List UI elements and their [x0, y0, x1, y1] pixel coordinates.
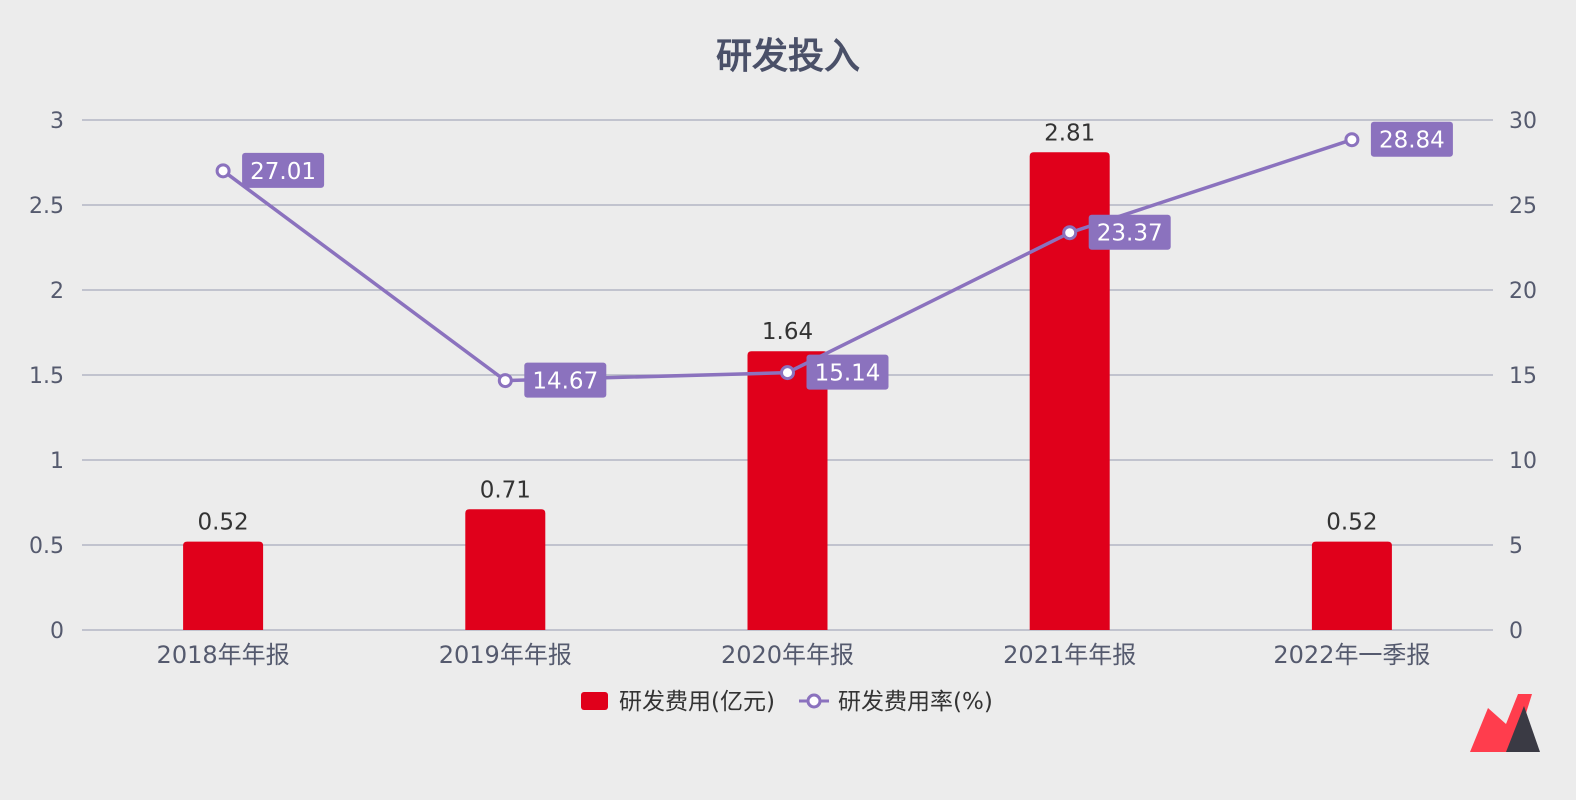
right-axis-ticks: 0 5 10 15 20 25 30 — [1509, 109, 1537, 644]
left-tick-label: 0 — [50, 619, 64, 644]
x-tick-label: 2018年年报 — [157, 641, 290, 669]
legend[interactable]: 研发费用(亿元) 研发费用率(%) — [581, 689, 993, 715]
line-label-box — [524, 362, 607, 398]
line-point[interactable] — [1062, 225, 1078, 241]
line-point[interactable] — [497, 373, 513, 389]
right-tick-label: 0 — [1509, 619, 1523, 644]
line-point[interactable] — [1344, 132, 1360, 148]
bar-value-label: 0.52 — [1326, 510, 1377, 536]
right-tick-label: 10 — [1509, 449, 1537, 474]
line-value-label: 15.14 — [815, 361, 881, 387]
line-label-box — [242, 152, 325, 188]
bar[interactable] — [1311, 541, 1392, 630]
right-tick-label: 30 — [1509, 109, 1537, 134]
bar-value-label: 0.52 — [197, 510, 248, 536]
x-tick-label: 2019年年报 — [439, 641, 572, 669]
left-tick-label: 2.5 — [29, 194, 64, 219]
legend-line-marker — [806, 693, 822, 709]
line-label-box — [1088, 214, 1171, 250]
left-tick-label: 2 — [50, 279, 64, 304]
line-label-box — [1370, 121, 1453, 157]
left-tick-label: 1.5 — [29, 364, 64, 389]
line-value-label: 27.01 — [250, 159, 316, 185]
line-label-box — [806, 354, 889, 390]
bar[interactable] — [465, 509, 546, 630]
line-point[interactable] — [215, 163, 231, 179]
x-tick-label: 2020年年报 — [721, 641, 854, 669]
line-series: 27.01 14.67 15.14 23.37 28.84 — [215, 121, 1453, 398]
bar-value-label: 1.64 — [762, 319, 813, 345]
chart-title: 研发投入 — [716, 36, 860, 77]
bar[interactable] — [747, 351, 828, 630]
bar-value-label: 2.81 — [1044, 120, 1095, 146]
x-tick-label: 2022年一季报 — [1273, 641, 1430, 669]
x-tick-label: 2021年年报 — [1003, 641, 1136, 669]
brand-logo-icon — [1470, 694, 1540, 752]
line-value-label: 28.84 — [1379, 128, 1445, 154]
right-tick-label: 5 — [1509, 534, 1523, 559]
legend-line-label: 研发费用率(%) — [838, 689, 993, 715]
x-axis-labels: 2018年年报 2019年年报 2020年年报 2021年年报 2022年一季报 — [157, 641, 1431, 669]
legend-bar-swatch — [581, 692, 608, 710]
left-axis-ticks: 0 0.5 1 1.5 2 2.5 3 — [29, 109, 64, 644]
bar[interactable] — [1029, 152, 1110, 631]
right-tick-label: 25 — [1509, 194, 1537, 219]
right-tick-label: 15 — [1509, 364, 1537, 389]
bar-value-label: 0.71 — [480, 477, 531, 503]
right-tick-label: 20 — [1509, 279, 1537, 304]
legend-bar-label: 研发费用(亿元) — [619, 689, 775, 715]
left-tick-label: 1 — [50, 449, 64, 474]
left-tick-label: 3 — [50, 109, 64, 134]
left-tick-label: 0.5 — [29, 534, 64, 559]
line-value-label: 23.37 — [1097, 221, 1163, 247]
bar[interactable] — [183, 541, 264, 630]
bar-series: 0.52 0.71 1.64 2.81 0.52 — [183, 120, 1392, 631]
line-point[interactable] — [780, 365, 795, 381]
line-value-label: 14.67 — [532, 369, 598, 395]
